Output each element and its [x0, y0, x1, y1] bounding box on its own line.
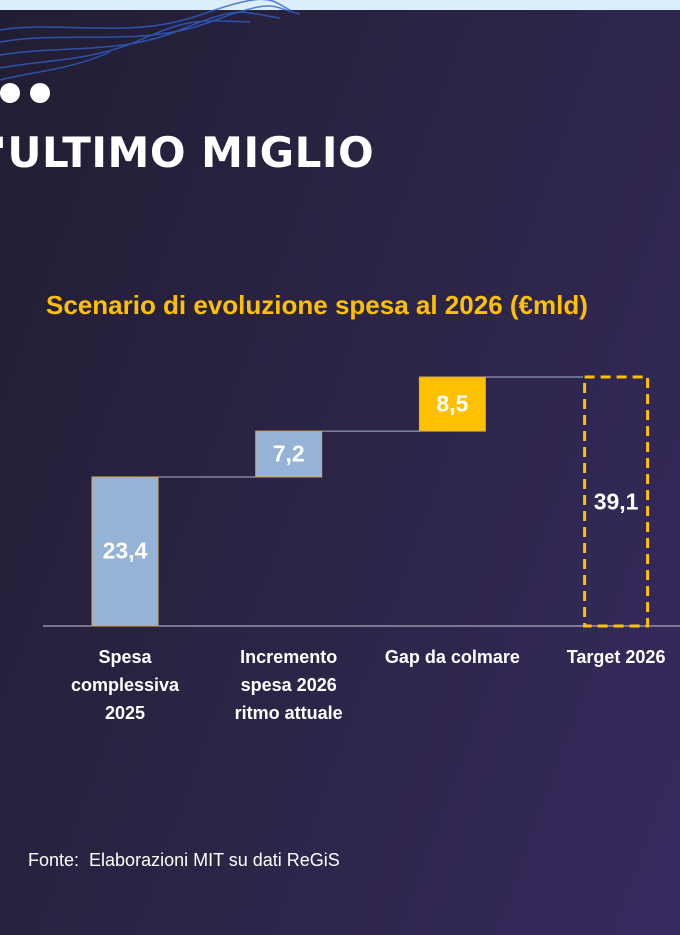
value-label: 23,4	[102, 537, 148, 564]
bar	[91, 476, 159, 627]
bar	[255, 430, 323, 478]
slide-title: 'ULTIMO MIGLIO	[0, 128, 375, 177]
bar	[583, 375, 650, 628]
chart-title: Scenario di evoluzione spesa al 2026 (€m…	[46, 290, 588, 320]
bar	[418, 376, 486, 432]
value-label: 8,5	[436, 390, 469, 417]
top-bar	[0, 0, 680, 10]
x-tick-label: Gap da colmare	[384, 647, 520, 667]
x-tick-label: Target 2026	[566, 647, 666, 667]
x-tick-label: Incremento spesa 2026 ritmo attuale	[234, 647, 343, 723]
source-note: Fonte: Elaborazioni MIT su dati ReGiS	[28, 850, 340, 870]
value-label: 7,2	[272, 440, 305, 467]
x-tick-label: Spesa complessiva 2025	[70, 647, 180, 723]
value-label: 39,1	[593, 488, 639, 514]
